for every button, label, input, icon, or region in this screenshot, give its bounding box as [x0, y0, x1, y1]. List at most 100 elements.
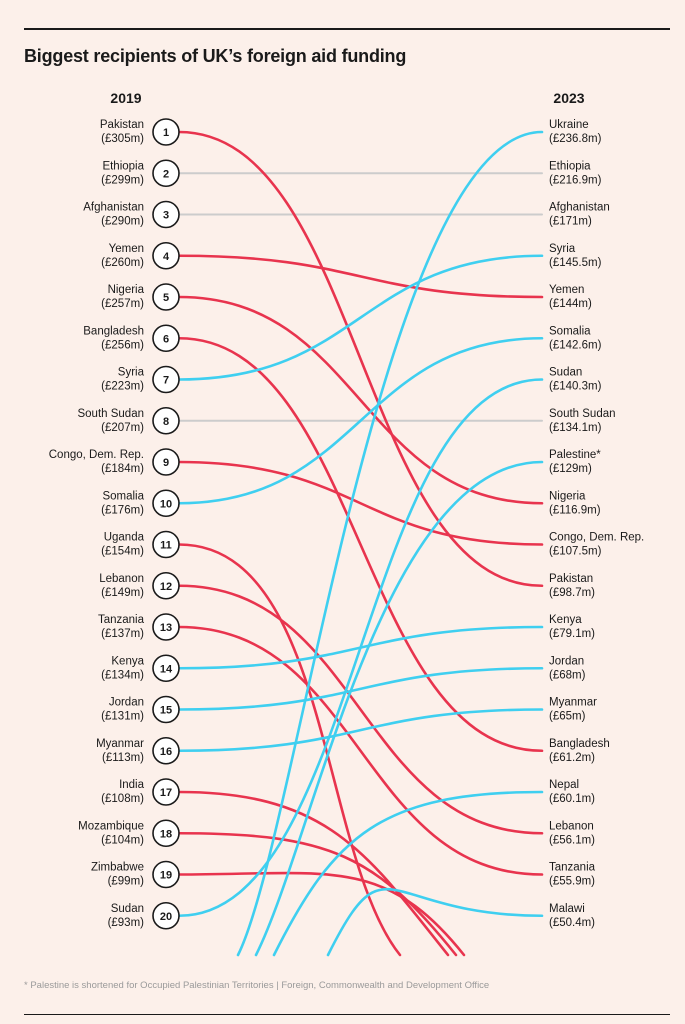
- left-country-value: (£131m): [101, 711, 144, 723]
- right-country-name: Nigeria: [549, 490, 586, 502]
- rank-number: 15: [160, 705, 172, 717]
- right-country-value: (£129m): [549, 463, 592, 475]
- right-country-name: Tanzania: [549, 862, 596, 874]
- link-line-18-to-out: [177, 831, 458, 957]
- right-year-label: 2023: [553, 90, 584, 106]
- left-country-value: (£260m): [101, 257, 144, 269]
- link-line-13-to-19: [177, 625, 544, 876]
- link-line-new-to-1: [236, 130, 544, 957]
- link-line-new-to-17: [272, 790, 544, 957]
- footnote: * Palestine is shortened for Occupied Pa…: [24, 980, 490, 991]
- left-country-value: (£137m): [101, 628, 144, 640]
- left-country-value: (£108m): [101, 793, 144, 805]
- right-country-value: (£216.9m): [549, 174, 602, 186]
- left-country-name: India: [119, 779, 145, 791]
- left-country-value: (£154m): [101, 546, 144, 558]
- right-country-name: Afghanistan: [549, 202, 610, 214]
- right-country-value: (£68m): [549, 669, 586, 681]
- left-year-label: 2019: [110, 90, 141, 106]
- link-line-new-to-20: [326, 888, 544, 957]
- left-country-value: (£207m): [101, 422, 144, 434]
- rank-number: 12: [160, 581, 172, 593]
- left-country-name: Pakistan: [100, 119, 144, 131]
- rank-number: 10: [160, 498, 172, 510]
- left-country-value: (£223m): [101, 381, 144, 393]
- left-country-value: (£305m): [101, 133, 144, 145]
- rank-circle-3: [152, 200, 180, 229]
- right-country-value: (£134.1m): [549, 422, 602, 434]
- rank-circle-14: [152, 654, 180, 683]
- rank-circle-5: [152, 283, 180, 311]
- right-country-value: (£60.1m): [549, 793, 595, 805]
- left-country-value: (£93m): [108, 917, 145, 929]
- left-country-name: Afghanistan: [83, 202, 144, 214]
- link-line-10-to-6: [177, 336, 544, 505]
- link-line-1-to-12: [177, 130, 544, 588]
- rank-circle-2: [152, 159, 180, 188]
- rank-circle-18: [152, 819, 180, 848]
- left-country-name: Myanmar: [96, 738, 144, 750]
- right-country-name: Sudan: [549, 367, 582, 379]
- rank-circle-16: [152, 736, 180, 765]
- right-country-name: Bangladesh: [549, 738, 610, 750]
- rank-circle-12: [152, 571, 180, 600]
- rank-number: 16: [160, 746, 172, 758]
- left-country-name: Syria: [118, 367, 145, 379]
- rank-number: 1: [163, 127, 169, 139]
- left-country-name: Zimbabwe: [91, 862, 144, 874]
- right-country-name: Palestine*: [549, 449, 601, 461]
- rank-number: 2: [163, 168, 169, 180]
- left-country-name: Lebanon: [99, 573, 144, 585]
- rank-circle-7: [152, 365, 180, 394]
- rank-circle-15: [152, 695, 180, 724]
- top-rule: [24, 28, 670, 30]
- right-country-name: Pakistan: [549, 573, 593, 585]
- link-line-19-to-out: [177, 871, 466, 957]
- left-country-name: Congo, Dem. Rep.: [49, 449, 144, 461]
- right-country-name: Myanmar: [549, 697, 597, 709]
- rank-circle-1: [152, 118, 180, 146]
- right-country-value: (£56.1m): [549, 834, 595, 846]
- rank-number: 5: [163, 292, 169, 304]
- left-country-name: Uganda: [104, 532, 145, 544]
- rank-circle-8: [152, 406, 180, 435]
- left-country-value: (£104m): [101, 834, 144, 846]
- right-country-name: Yemen: [549, 284, 584, 296]
- link-line-4-to-5: [177, 254, 544, 299]
- rank-number: 17: [160, 787, 172, 799]
- link-line-15-to-14: [177, 666, 544, 711]
- left-country-value: (£290m): [101, 216, 144, 228]
- left-country-value: (£134m): [101, 669, 144, 681]
- right-country-value: (£116.9m): [549, 504, 601, 516]
- link-line-20-to-7: [177, 378, 544, 918]
- left-country-name: Kenya: [111, 655, 144, 667]
- left-country-value: (£113m): [102, 752, 144, 764]
- rank-number: 9: [163, 457, 169, 469]
- left-country-name: Tanzania: [98, 614, 145, 626]
- left-country-name: Jordan: [109, 697, 144, 709]
- rank-circle-6: [152, 324, 180, 353]
- left-country-name: Ethiopia: [102, 160, 144, 172]
- rank-number: 14: [160, 663, 173, 675]
- right-country-name: Malawi: [549, 903, 585, 915]
- link-line-6-to-16: [177, 336, 544, 753]
- left-country-name: Mozambique: [78, 820, 144, 832]
- right-country-value: (£144m): [549, 298, 592, 310]
- left-country-name: South Sudan: [77, 408, 144, 420]
- rank-number: 7: [163, 375, 169, 387]
- right-country-name: Lebanon: [549, 820, 594, 832]
- right-country-value: (£171m): [549, 216, 592, 228]
- right-country-value: (£142.6m): [549, 339, 602, 351]
- left-country-value: (£257m): [101, 298, 144, 310]
- chart-title: Biggest recipients of UK’s foreign aid f…: [24, 46, 407, 66]
- link-line-new-to-9: [254, 460, 544, 957]
- right-country-value: (£65m): [549, 711, 586, 723]
- link-line-9-to-11: [177, 460, 544, 546]
- left-country-name: Nigeria: [108, 284, 145, 296]
- rank-number: 4: [163, 251, 170, 263]
- rank-circle-10: [152, 489, 180, 518]
- left-country-value: (£299m): [101, 174, 144, 186]
- rank-number: 19: [160, 870, 172, 882]
- right-country-name: Syria: [549, 243, 576, 255]
